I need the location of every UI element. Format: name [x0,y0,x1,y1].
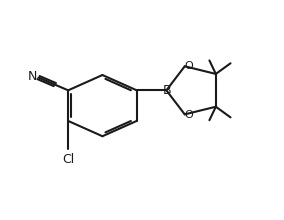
Text: O: O [184,110,193,120]
Text: O: O [184,61,193,71]
Text: Cl: Cl [62,153,74,166]
Text: N: N [28,70,37,83]
Text: B: B [162,84,171,97]
